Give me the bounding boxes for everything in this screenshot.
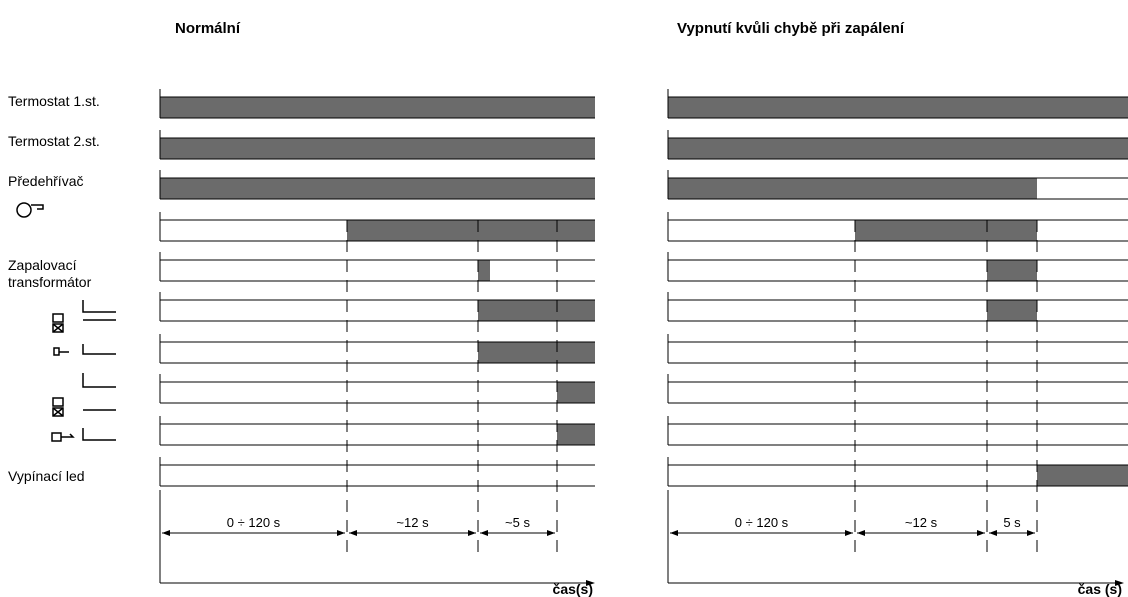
arrow-head [480,530,555,536]
signal-bar [160,178,595,199]
interval-label: 5 s [1003,515,1021,530]
signal-bar [1037,465,1128,486]
axis-label: čas (s) [1078,581,1122,597]
signal-bar [160,97,595,118]
icons [16,202,116,442]
row-label: Vypínací led [8,468,85,484]
row-label: Termostat 1.st. [8,93,100,109]
signal-bar [668,97,1128,118]
signal-bar [668,178,1037,199]
signal-bar [478,300,595,321]
signal-bar [668,138,1128,159]
right-title: Vypnutí kvůli chybě při zapálení [677,20,905,37]
signal-bar [478,342,595,363]
row-label: Termostat 2.st. [8,133,100,149]
axis-label: čas(s) [553,581,593,597]
time-arrow [586,580,595,586]
interval-label: ~12 s [396,515,429,530]
signal-bar [478,260,490,281]
signal-bar [987,300,1037,321]
signal-bar [557,424,595,445]
row-label: Zapalovací [8,257,77,273]
signal-bar [557,382,595,403]
interval-label: 0 ÷ 120 s [735,515,789,530]
interval-label: 0 ÷ 120 s [227,515,281,530]
interval-label: ~5 s [505,515,530,530]
row-label: Předehřívač [8,173,83,189]
time-arrow [1115,580,1124,586]
row-label: transformátor [8,274,92,290]
signal-bar [987,260,1037,281]
signal-bar [160,138,595,159]
left-title: Normální [175,20,241,37]
interval-label: ~12 s [905,515,938,530]
signal-bar [855,220,1037,241]
signal-bar [347,220,595,241]
